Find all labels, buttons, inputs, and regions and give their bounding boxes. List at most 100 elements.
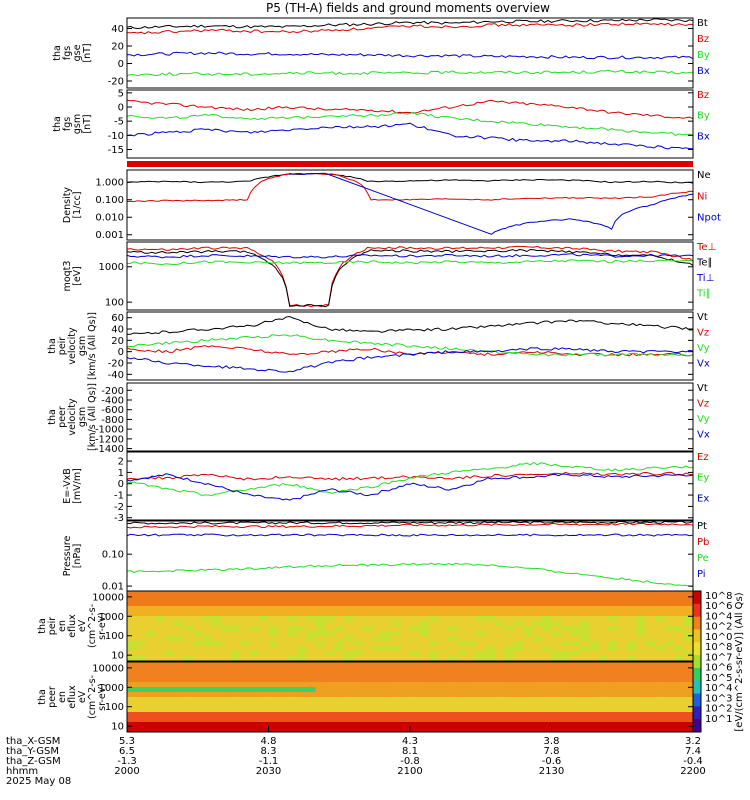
heatmap-cell bbox=[400, 702, 411, 708]
heatmap-cell bbox=[617, 727, 628, 733]
heatmap-cell bbox=[391, 601, 402, 607]
heatmap-cell bbox=[193, 672, 203, 678]
heatmap-cell bbox=[353, 707, 364, 713]
heatmap-cell bbox=[551, 606, 562, 612]
heatmap-cell bbox=[259, 656, 269, 662]
heatmap-cell bbox=[655, 722, 666, 728]
heatmap-cell bbox=[579, 697, 590, 703]
y-tick-label: -20 bbox=[108, 77, 124, 88]
legend-entry: Vy bbox=[697, 343, 710, 354]
heatmap-cell bbox=[645, 651, 656, 657]
heatmap-cell bbox=[551, 677, 562, 683]
heatmap-cell bbox=[617, 606, 628, 612]
heatmap-cell bbox=[683, 621, 694, 627]
heatmap-cell bbox=[598, 672, 609, 678]
heatmap-cell bbox=[626, 672, 637, 678]
heatmap-cell bbox=[466, 651, 477, 657]
heatmap-cell bbox=[513, 621, 524, 627]
y-tick-label: -40 bbox=[108, 370, 124, 381]
heatmap-cell bbox=[579, 601, 590, 607]
heatmap-cell bbox=[589, 631, 600, 637]
heatmap-cell bbox=[155, 631, 166, 637]
heatmap-cell bbox=[259, 621, 269, 627]
heatmap-cell bbox=[589, 682, 600, 688]
heatmap-cell bbox=[626, 636, 637, 642]
heatmap-cell bbox=[589, 662, 600, 668]
heatmap-cell bbox=[334, 616, 345, 622]
panel-frame bbox=[126, 311, 694, 381]
heatmap-cell bbox=[155, 621, 166, 627]
heatmap-cell bbox=[400, 606, 411, 612]
heatmap-cell bbox=[636, 591, 647, 597]
heatmap-cell bbox=[259, 687, 269, 693]
heatmap-cell bbox=[306, 591, 317, 597]
y-axis-label-line: peir bbox=[57, 337, 68, 356]
heatmap-cell bbox=[334, 717, 345, 723]
heatmap-cell bbox=[391, 707, 402, 713]
heatmap-cell bbox=[136, 667, 147, 673]
heatmap-cell bbox=[570, 616, 581, 622]
heatmap-cell bbox=[136, 697, 147, 703]
heatmap-cell bbox=[145, 692, 156, 698]
heatmap-cell bbox=[636, 646, 647, 652]
heatmap-cell bbox=[504, 717, 515, 723]
y-tick-label: -5 bbox=[114, 117, 124, 128]
heatmap-cell bbox=[268, 631, 279, 637]
y-axis-label: moqt3 [eV] bbox=[62, 261, 83, 292]
heatmap-cell bbox=[211, 656, 222, 662]
heatmap-cell bbox=[334, 707, 345, 713]
heatmap-cell bbox=[608, 682, 619, 688]
heatmap-cell bbox=[306, 712, 317, 718]
heatmap-cell bbox=[683, 667, 694, 673]
heatmap-cell bbox=[362, 662, 373, 668]
heatmap-cell bbox=[315, 591, 326, 597]
heatmap-cell bbox=[391, 646, 402, 652]
heatmap-cell bbox=[655, 667, 666, 673]
heatmap-cell bbox=[457, 667, 468, 673]
heatmap-cell bbox=[315, 601, 326, 607]
heatmap-cell bbox=[542, 697, 552, 703]
heatmap-cell bbox=[164, 717, 175, 723]
heatmap-cell bbox=[127, 611, 137, 617]
heatmap-cell bbox=[211, 667, 222, 673]
heatmap-cell bbox=[438, 626, 449, 632]
heatmap-cell bbox=[277, 611, 288, 617]
heatmap-cell bbox=[485, 606, 496, 612]
y-tick-label: 10000 bbox=[92, 592, 124, 603]
colorbar-segment bbox=[693, 667, 701, 682]
heatmap-cell bbox=[277, 717, 288, 723]
heatmap-cell bbox=[391, 727, 402, 733]
heatmap-cell bbox=[466, 636, 477, 642]
heatmap-cell bbox=[410, 702, 420, 708]
colorbar-tick-label: 10^1 bbox=[705, 714, 732, 725]
y-tick-label: 100 bbox=[105, 702, 124, 713]
heatmap-cell bbox=[277, 722, 288, 728]
heatmap-cell bbox=[343, 636, 354, 642]
heatmap-cell bbox=[155, 717, 166, 723]
status-bar bbox=[127, 161, 693, 167]
heatmap-cell bbox=[391, 591, 402, 597]
heatmap-cell bbox=[343, 616, 354, 622]
heatmap-cell bbox=[193, 616, 203, 622]
heatmap-cell bbox=[221, 697, 232, 703]
heatmap-cell bbox=[372, 722, 383, 728]
heatmap-cell bbox=[523, 626, 534, 632]
heatmap-cell bbox=[211, 611, 222, 617]
heatmap-cell bbox=[579, 682, 590, 688]
heatmap-cell bbox=[617, 707, 628, 713]
heatmap-cell bbox=[306, 611, 317, 617]
heatmap-cell bbox=[230, 636, 241, 642]
heatmap-cell bbox=[438, 621, 449, 627]
heatmap-cell bbox=[325, 651, 336, 657]
heatmap-cell bbox=[485, 697, 496, 703]
heatmap-cell bbox=[457, 611, 468, 617]
heatmap-cell bbox=[428, 692, 439, 698]
heatmap-cell bbox=[560, 636, 571, 642]
heatmap-cell bbox=[277, 702, 288, 708]
y-axis-label: tha peir en eflux eV (cm^2-s-sr-eV) bbox=[37, 604, 108, 648]
heatmap-cell bbox=[400, 692, 411, 698]
heatmap-cell bbox=[325, 717, 336, 723]
series-line-Bz bbox=[126, 99, 694, 120]
